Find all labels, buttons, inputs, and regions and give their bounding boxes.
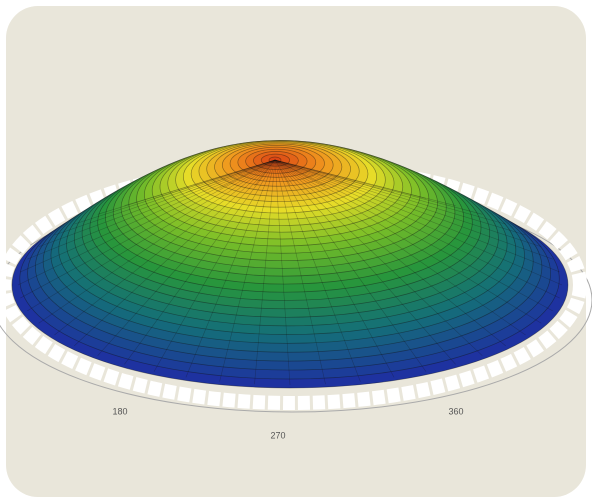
angle-label: 360 [448,406,463,416]
angle-label: 180 [112,406,127,416]
angle-label: 270 [270,430,285,440]
page: 180 270 360 (() => { const data = JSON.p… [0,0,592,503]
surface-plot: 180 270 360 [0,0,592,503]
